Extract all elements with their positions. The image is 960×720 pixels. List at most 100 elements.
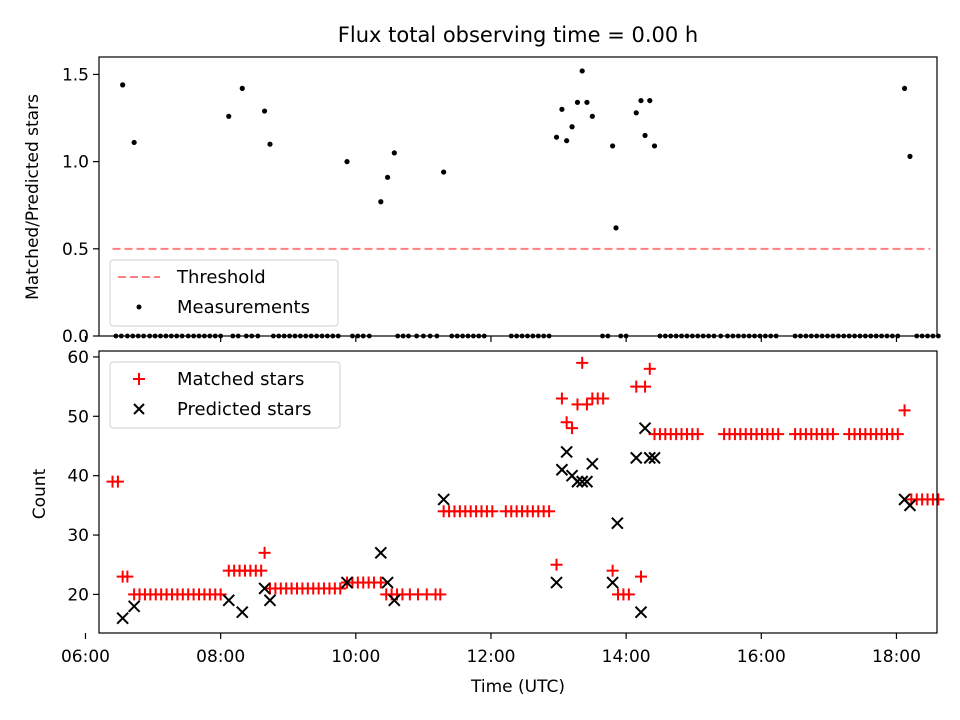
bottom-legend: Matched stars Predicted stars — [109, 361, 341, 429]
bottom-x-tick-label: 10:00 — [331, 647, 380, 667]
predicted-star-marker — [638, 421, 652, 435]
predicted-star-marker — [258, 582, 271, 595]
top-y-axis-label: Matched/Predicted stars — [23, 94, 43, 300]
measurement-point — [610, 143, 616, 149]
matched-star-marker — [772, 428, 785, 441]
measurement-point — [584, 99, 590, 105]
measurement-point — [344, 159, 350, 165]
matched-star-marker — [255, 564, 268, 577]
bottom-y-tick-label: 60 — [67, 348, 89, 368]
matched-star-marker — [566, 422, 579, 435]
measurement-point — [564, 138, 570, 144]
matched-star-marker — [597, 392, 610, 405]
legend-predicted-label: Predicted stars — [177, 399, 311, 420]
legend-measurements-label: Measurements — [177, 297, 310, 318]
legend-threshold-label: Threshold — [176, 267, 266, 288]
bottom-axes-frame — [98, 350, 938, 634]
bottom-x-tick-label: 18:00 — [872, 647, 921, 667]
matched-star-marker — [486, 505, 499, 518]
bottom-y-tick-label: 30 — [67, 526, 89, 546]
bottom-y-axis-label: Count — [30, 468, 50, 519]
predicted-star-marker — [634, 606, 648, 619]
bottom-x-tick-label: 14:00 — [602, 647, 651, 667]
bottom-panel: 20 30 40 50 60 06:00 08:00 10:00 12:00 14:00 16:0… — [30, 348, 945, 697]
matched-star-marker — [434, 588, 447, 601]
matched-star-marker — [891, 428, 904, 441]
predicted-star-marker — [127, 600, 141, 613]
measurement-point — [651, 143, 658, 149]
measurement-point — [267, 141, 273, 147]
matched-star-marker — [334, 582, 347, 595]
matched-star-marker — [691, 428, 704, 441]
predicted-star-marker — [643, 451, 656, 465]
measurement-point — [391, 150, 397, 156]
measurement-point — [569, 124, 575, 130]
bottom-x-tick-label: 06:00 — [61, 647, 110, 667]
bottom-x-ticks: 06:00 08:00 10:00 12:00 14:00 16:00 18:00 — [61, 633, 921, 667]
matched-star-marker — [643, 362, 656, 375]
predicted-star-marker — [586, 457, 599, 471]
measurement-point — [553, 134, 560, 140]
matched-star-marker — [580, 398, 593, 411]
predicted-star-marker — [903, 499, 917, 512]
bottom-y-tick-label: 20 — [67, 585, 89, 605]
predicted-star-marker — [437, 493, 450, 506]
predicted-star-marker — [580, 475, 594, 488]
bottom-legend-box — [109, 361, 341, 429]
predicted-star-marker — [606, 576, 619, 589]
measurement-point — [261, 108, 268, 114]
matched-star-marker — [543, 505, 556, 518]
measurement-point — [642, 132, 648, 139]
predicted-star-marker — [630, 451, 643, 465]
measurement-point — [226, 113, 232, 119]
matched-star-marker — [576, 356, 589, 369]
matched-star-marker — [555, 392, 568, 405]
matched-star-marker — [606, 564, 619, 577]
measurement-point — [120, 82, 126, 88]
matched-star-marker — [932, 493, 945, 506]
bottom-y-tick-label: 50 — [67, 407, 89, 427]
measurement-point — [589, 113, 595, 119]
measurement-point — [579, 68, 585, 74]
matched-star-marker — [826, 428, 839, 441]
bottom-y-tick-label: 40 — [67, 467, 89, 487]
figure-title: Flux total observing time = 0.00 h — [338, 23, 698, 47]
predicted-star-marker — [381, 576, 394, 589]
top-legend: Threshold Measurements — [109, 259, 339, 327]
predicted-star-marker — [560, 445, 573, 459]
measurement-point — [239, 85, 245, 91]
measurement-point — [378, 199, 384, 205]
top-y-tick-label: 1.0 — [62, 153, 89, 173]
predicted-star-marker — [222, 594, 235, 607]
legend-matched-swatch — [133, 373, 145, 385]
top-axes-frame — [98, 56, 938, 337]
measurement-point — [638, 97, 644, 104]
top-legend-box — [109, 259, 339, 327]
measurement-point — [574, 99, 581, 105]
matched-star-marker — [898, 404, 911, 417]
top-panel: 0.0 0.5 1.0 1.5 Matched/Predicted stars Thr… — [23, 56, 941, 347]
measurement-point — [633, 110, 639, 116]
predicted-star-marker — [550, 576, 563, 589]
predicted-star-marker — [388, 594, 401, 607]
predicted-star-marker — [611, 516, 624, 530]
bottom-x-tick-label: 12:00 — [466, 647, 515, 667]
measurement-point — [613, 225, 619, 231]
measurement-point — [384, 174, 391, 180]
matched-star-marker — [121, 570, 134, 583]
matched-star-marker — [214, 588, 227, 601]
measurement-point — [559, 106, 565, 112]
bottom-y-ticks: 20 30 40 50 60 — [67, 348, 99, 605]
measurement-point — [901, 85, 908, 91]
matched-star-marker — [622, 588, 635, 601]
matched-star-marker — [258, 546, 271, 559]
measurement-point — [907, 153, 913, 159]
matched-star-marker — [634, 570, 647, 583]
measurement-point — [131, 139, 137, 146]
predicted-star-marker — [340, 576, 354, 589]
legend-matched-label: Matched stars — [177, 369, 304, 390]
predicted-star-marker — [555, 463, 569, 476]
predicted-star-marker — [374, 546, 388, 560]
bottom-plot-marks — [106, 356, 945, 625]
measurement-point — [647, 97, 653, 104]
